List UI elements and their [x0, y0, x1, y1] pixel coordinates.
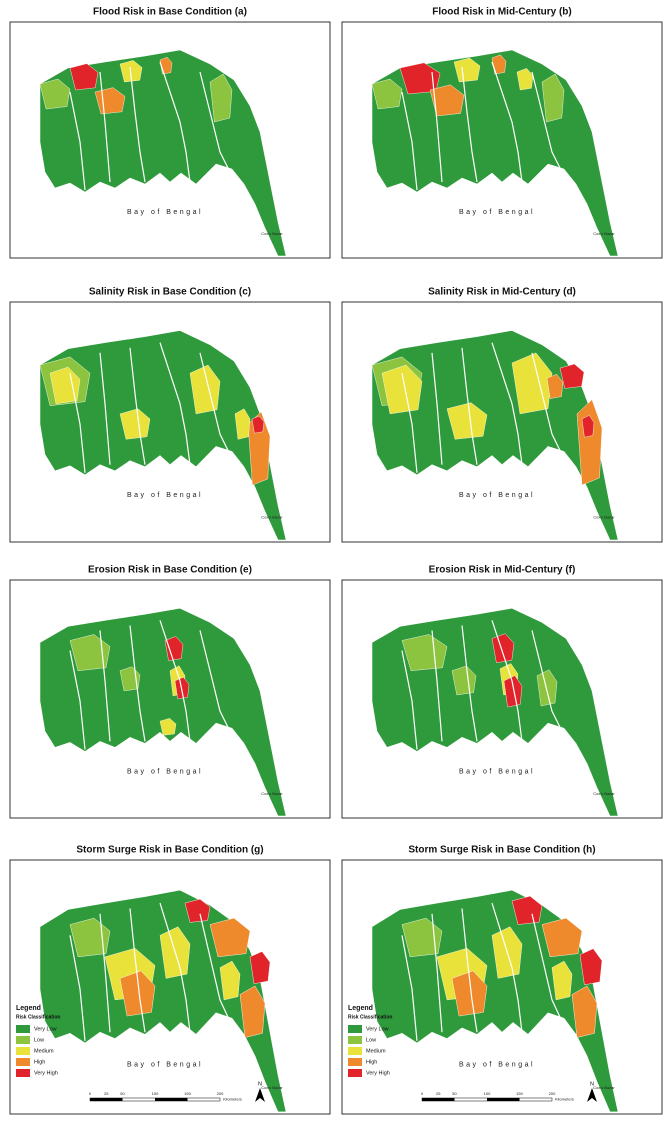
map-panel: Erosion Risk in Base Condition (e) Bay of…: [10, 565, 330, 818]
legend-label: Very Low: [366, 1026, 389, 1032]
scale-unit: Kilometers: [555, 1097, 574, 1102]
scale-tick: 25: [104, 1091, 109, 1096]
legend-label: Very Low: [34, 1026, 57, 1032]
scale-tick: 50: [120, 1091, 125, 1096]
legend-title: Legend: [16, 1005, 41, 1012]
scale-bar-fill: [155, 1098, 188, 1101]
map-panel: Flood Risk in Base Condition (a) Bay of B…: [10, 7, 330, 258]
map: Bay of Bengal Cox's Bazar: [10, 22, 330, 258]
panel-title: Erosion Risk in Base Condition (e): [88, 565, 252, 576]
legend-swatch: [348, 1025, 362, 1033]
legend-label: High: [366, 1059, 377, 1065]
map: Bay of Bengal Cox's Bazar: [342, 580, 662, 818]
legend-swatch: [16, 1036, 30, 1044]
map-panel: Flood Risk in Mid-Century (b) Bay of Beng…: [342, 7, 662, 258]
legend-subtitle: Risk Classification: [16, 1014, 60, 1020]
map: Bay of Bengal Cox's Bazar: [10, 580, 330, 818]
scale-bar-fill: [422, 1098, 455, 1101]
place-label: Cox's Bazar: [593, 791, 615, 796]
place-label: Cox's Bazar: [261, 791, 283, 796]
map-panel: Storm Surge Risk in Base Condition (h) Ba…: [342, 845, 662, 1114]
sea-label: Bay of Bengal: [459, 209, 535, 216]
map: Bay of Bengal Cox's Bazar: [342, 302, 662, 542]
place-label: Cox's Bazar: [261, 515, 283, 520]
scale-tick: 100: [484, 1091, 491, 1096]
panel-title: Flood Risk in Base Condition (a): [93, 7, 247, 18]
panel-title: Erosion Risk in Mid-Century (f): [429, 565, 576, 576]
sea-label: Bay of Bengal: [127, 209, 203, 216]
legend-swatch: [16, 1047, 30, 1055]
sea-label: Bay of Bengal: [127, 492, 203, 499]
map: Bay of Bengal Cox's Bazar Legend Risk Class…: [10, 860, 330, 1114]
map: Bay of Bengal Cox's Bazar: [342, 22, 662, 258]
map-panel: Salinity Risk in Base Condition (c) Bay o…: [10, 287, 330, 542]
legend-label: Low: [34, 1037, 44, 1043]
sea-label: Bay of Bengal: [127, 1061, 203, 1068]
sea-label: Bay of Bengal: [459, 768, 535, 775]
legend-label: Medium: [34, 1048, 54, 1054]
map-panel: Storm Surge Risk in Base Condition (g) Ba…: [10, 845, 330, 1114]
sea-label: Bay of Bengal: [127, 768, 203, 775]
legend-swatch: [348, 1047, 362, 1055]
place-label: Cox's Bazar: [593, 1085, 615, 1090]
scale-tick: 50: [452, 1091, 457, 1096]
panel-title: Flood Risk in Mid-Century (b): [432, 7, 571, 18]
scale-tick: 200: [217, 1091, 224, 1096]
scale-tick: 100: [152, 1091, 159, 1096]
legend-swatch: [348, 1069, 362, 1077]
legend-swatch: [348, 1058, 362, 1066]
legend-swatch: [16, 1025, 30, 1033]
legend-subtitle: Risk Classification: [348, 1014, 392, 1020]
figure: Flood Risk in Base Condition (a) Bay of B…: [0, 0, 672, 1128]
place-label: Cox's Bazar: [261, 1085, 283, 1090]
panel-title: Salinity Risk in Mid-Century (d): [428, 287, 576, 298]
place-label: Cox's Bazar: [593, 515, 615, 520]
north-label: N: [258, 1081, 262, 1087]
legend-title: Legend: [348, 1005, 373, 1012]
scale-tick: 200: [549, 1091, 556, 1096]
legend-label: Very High: [366, 1070, 390, 1076]
legend-swatch: [16, 1058, 30, 1066]
scale-bar-fill: [90, 1098, 123, 1101]
legend-label: Medium: [366, 1048, 386, 1054]
legend-label: Very High: [34, 1070, 58, 1076]
legend-label: Low: [366, 1037, 376, 1043]
map: Bay of Bengal Cox's Bazar: [10, 302, 330, 542]
scale-tick: 150: [184, 1091, 191, 1096]
scale-bar-fill: [487, 1098, 520, 1101]
panel-title: Storm Surge Risk in Base Condition (h): [408, 845, 595, 856]
scale-tick: 25: [436, 1091, 441, 1096]
sea-label: Bay of Bengal: [459, 492, 535, 499]
map: Bay of Bengal Cox's Bazar Legend Risk Class…: [342, 860, 662, 1114]
legend-label: High: [34, 1059, 45, 1065]
legend-swatch: [16, 1069, 30, 1077]
sea-label: Bay of Bengal: [459, 1061, 535, 1068]
panel-title: Storm Surge Risk in Base Condition (g): [76, 845, 263, 856]
map-panel: Erosion Risk in Mid-Century (f) Bay of Be…: [342, 565, 662, 818]
north-label: N: [590, 1081, 594, 1087]
place-label: Cox's Bazar: [593, 231, 615, 236]
panel-title: Salinity Risk in Base Condition (c): [89, 287, 251, 298]
scale-tick: 150: [516, 1091, 523, 1096]
place-label: Cox's Bazar: [261, 231, 283, 236]
scale-unit: Kilometers: [223, 1097, 242, 1102]
map-panel: Salinity Risk in Mid-Century (d) Bay of B…: [342, 287, 662, 542]
legend-swatch: [348, 1036, 362, 1044]
